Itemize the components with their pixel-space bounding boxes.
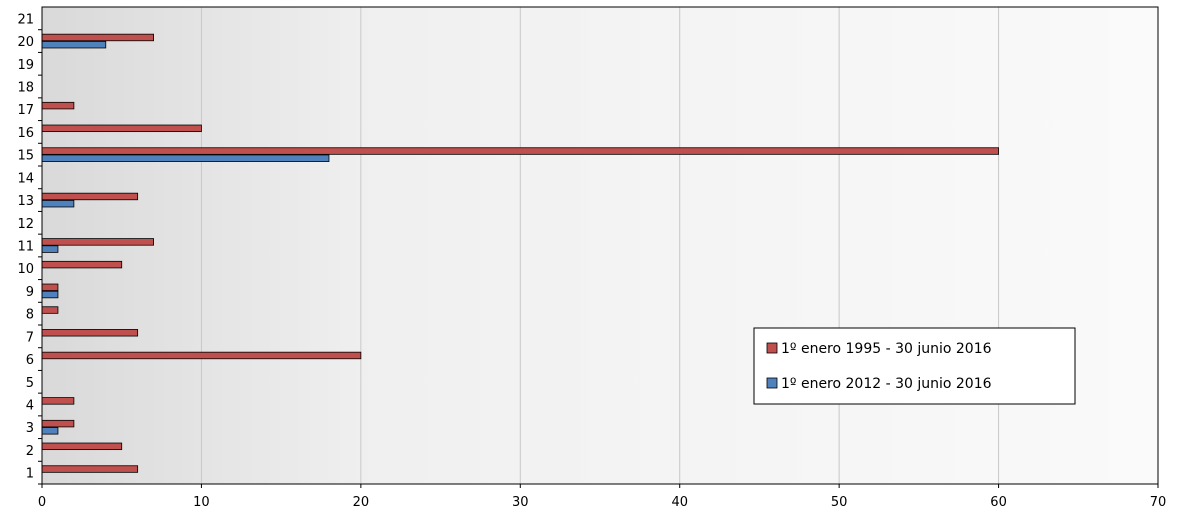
bar-series-2-cat-11 [41,245,59,253]
bar-series-1-cat-8 [41,306,59,314]
bar-series-1-cat-7 [41,329,139,337]
bar-series-2-cat-15 [41,154,330,162]
bar-series-1-cat-6 [41,351,362,360]
legend-label-series-2: 1º enero 2012 - 30 junio 2016 [781,376,992,392]
bar-series-1-cat-1 [41,465,139,473]
y-tick-label: 7 [26,330,34,345]
gridlines [200,7,1000,484]
bar-series-2-cat-13 [41,199,75,208]
y-tick-label: 10 [17,262,34,277]
x-tick-label: 70 [1150,495,1167,510]
x-tick-label: 60 [990,495,1007,510]
y-tick-label: 21 [17,12,34,27]
bar-series-1-cat-16 [41,124,202,133]
bar-series-2-cat-3 [41,427,59,435]
y-tick-label: 4 [26,399,34,414]
plot-border [41,6,1159,485]
y-tick-label: 16 [17,126,34,141]
bar-series-1-cat-17 [41,101,75,110]
y-tick-label: 19 [17,58,34,73]
legend-swatch-series-1 [766,342,778,354]
bars [41,33,999,473]
bar-series-2-cat-20 [41,40,107,49]
plot-area [42,7,1158,484]
y-tick-label: 12 [17,217,34,232]
y-tick-label: 14 [17,171,34,186]
y-tick-label: 15 [17,149,34,164]
y-tick-label: 20 [17,35,34,50]
x-tick-label: 10 [193,495,210,510]
y-tick-label: 8 [26,308,34,323]
bar-series-1-cat-3 [41,419,75,428]
bar-series-1-cat-13 [41,192,139,201]
bar-series-1-cat-11 [41,238,154,246]
x-tick-label: 50 [831,495,848,510]
x-tick-label: 20 [353,495,370,510]
y-tick-label: 6 [26,353,34,368]
legend-box [753,327,1076,405]
bar-series-1-cat-2 [41,442,123,451]
legend-swatch-series-2 [766,377,778,389]
y-tick-label: 3 [26,421,34,436]
y-tick-label: 18 [17,81,34,96]
x-tick-label: 30 [512,495,529,510]
y-tick-label: 1 [26,467,34,482]
bar-series-1-cat-20 [41,33,154,42]
bar-series-2-cat-9 [41,290,59,299]
y-tick-label: 5 [26,376,34,391]
y-tick-label: 11 [17,240,34,255]
x-tick-label: 0 [38,495,46,510]
y-tick-label: 17 [17,103,34,118]
bar-series-1-cat-4 [41,397,75,405]
x-axis-ticks: 0 10 20 30 40 50 60 70 [38,484,1166,510]
y-tick-label: 13 [17,194,34,209]
x-tick-label: 40 [671,495,688,510]
legend-label-series-1: 1º enero 1995 - 30 junio 2016 [781,341,992,357]
y-tick-label: 9 [26,285,34,300]
bar-series-1-cat-9 [41,283,59,292]
bar-series-1-cat-10 [41,260,123,269]
bar-series-1-cat-15 [41,147,999,155]
legend: 1º enero 1995 - 30 junio 2016 1º enero 2… [753,327,1076,405]
y-tick-label: 2 [26,444,34,459]
